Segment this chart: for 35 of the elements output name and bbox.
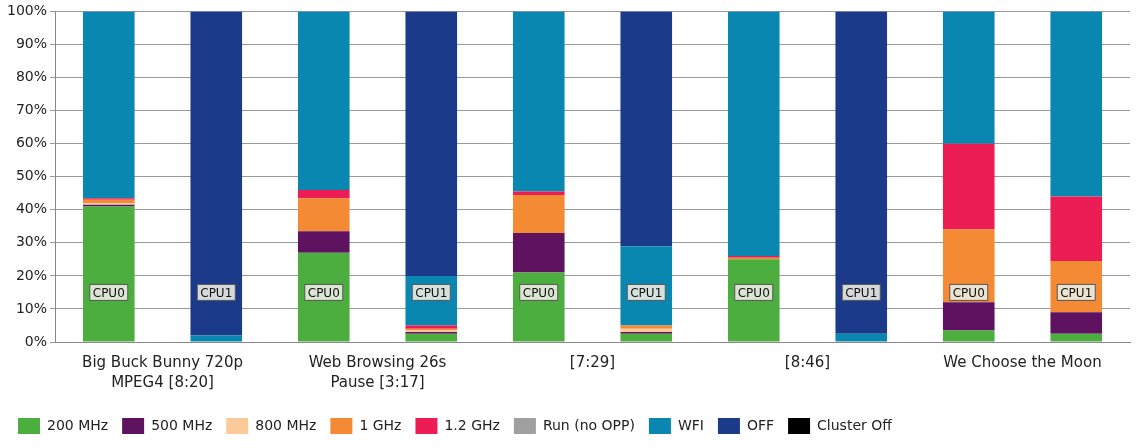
y-tick-label: 40%: [15, 200, 48, 217]
text: [8:46]: [784, 353, 831, 372]
y-tick-label: 80%: [15, 68, 48, 85]
x-tick-label: CPU1: [415, 285, 448, 300]
x-tick-label: CPU1: [1060, 285, 1093, 300]
y-tick-label: 60%: [15, 134, 48, 151]
text: [7:29]: [569, 353, 616, 372]
legend-label: 500 MHz: [151, 416, 213, 433]
y-tick-label: 90%: [15, 35, 48, 52]
legend-label: Run (no OPP): [542, 416, 635, 433]
legend-label: OFF: [746, 416, 775, 433]
text: Web Browsing 26s Pause [3:17]: [308, 353, 447, 392]
x-tick-label: CPU1: [630, 285, 663, 300]
y-tick-label: 10%: [15, 299, 48, 316]
y-tick-label: 20%: [15, 266, 48, 283]
x-tick-label: CPU1: [845, 285, 878, 300]
y-tick-label: 70%: [15, 101, 48, 118]
legend-label: 1.2 GHz: [444, 416, 500, 433]
x-tick-label: CPU0: [737, 285, 770, 300]
legend-label: WFI: [677, 416, 704, 433]
y-tick-label: 0%: [24, 332, 48, 349]
text: Big Buck Bunny 720p MPEG4 [8:20]: [82, 353, 243, 392]
y-tick-label: 50%: [15, 167, 48, 184]
text: We Choose the Moon: [943, 353, 1102, 372]
x-tick-label: CPU0: [92, 285, 125, 300]
legend-label: Cluster Off: [817, 416, 893, 433]
legend-label: 1 GHz: [359, 416, 402, 433]
legend-label: 200 MHz: [47, 416, 109, 433]
x-tick-label: CPU0: [522, 285, 555, 300]
y-tick-label: 30%: [15, 233, 48, 250]
x-tick-label: CPU0: [307, 285, 340, 300]
x-tick-label: CPU0: [952, 285, 985, 300]
x-tick-label: CPU1: [200, 285, 233, 300]
y-tick-label: 100%: [6, 2, 48, 19]
legend-label: 800 MHz: [255, 416, 317, 433]
